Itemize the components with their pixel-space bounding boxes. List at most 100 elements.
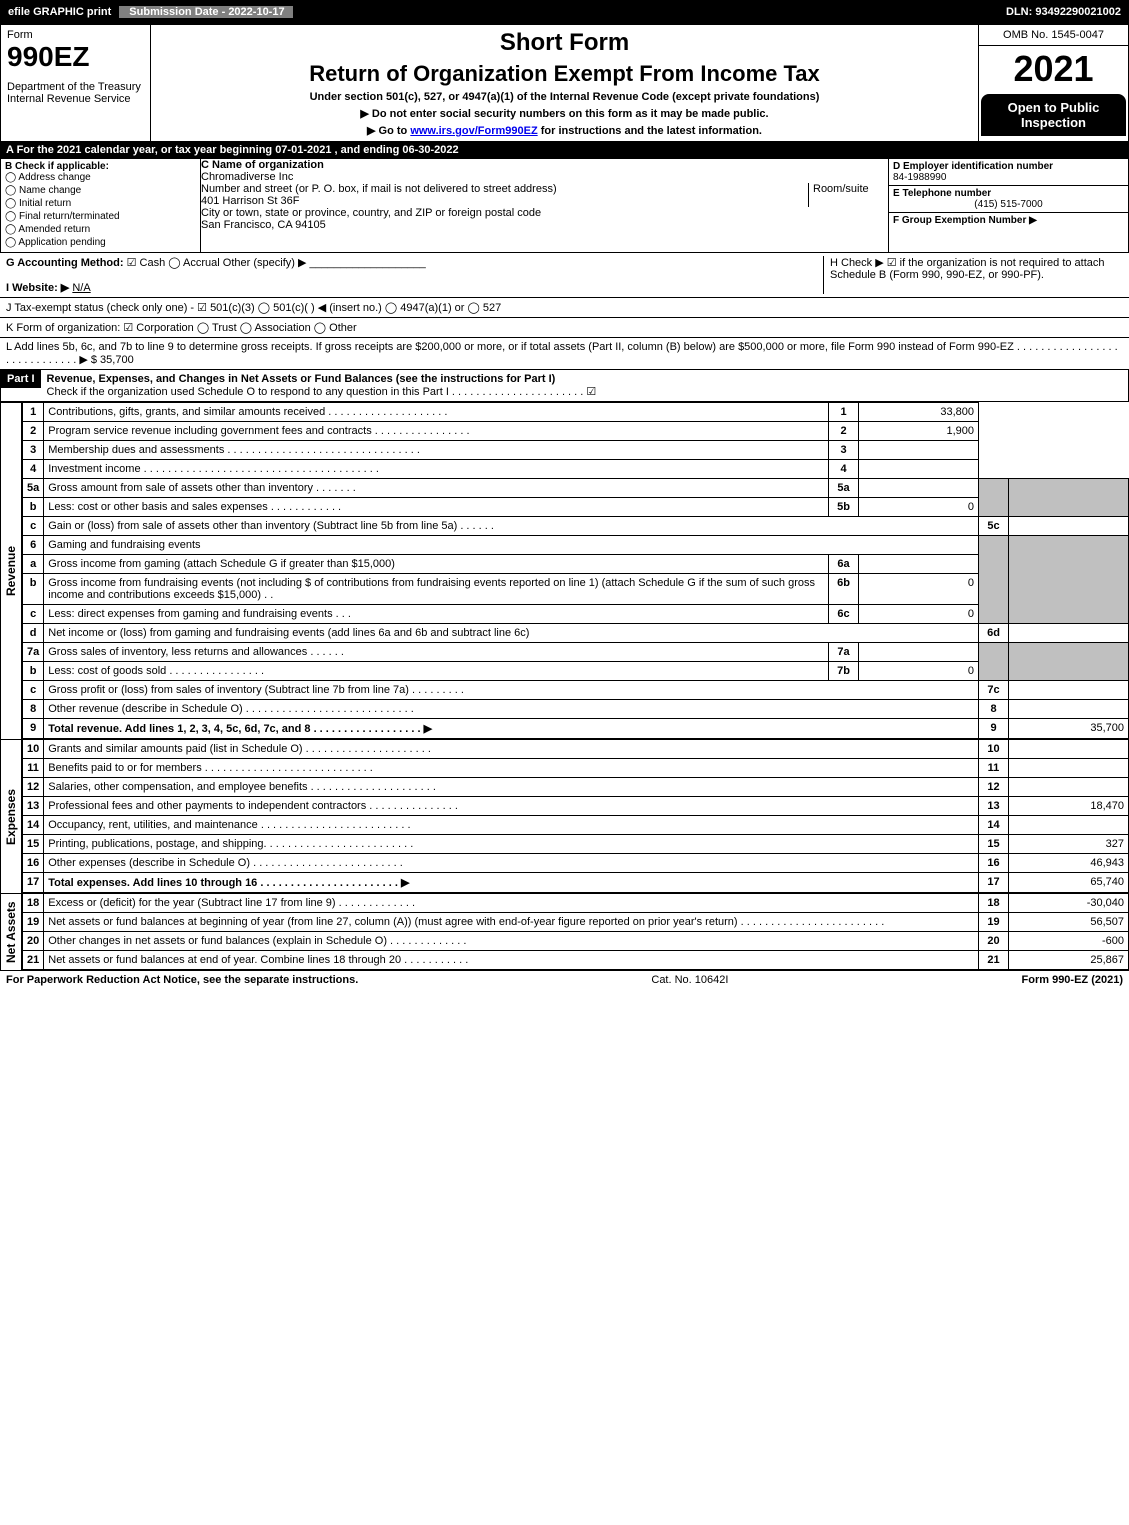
form-header: Form 990EZ Department of the Treasury In…: [0, 24, 1129, 142]
line-1: 1Contributions, gifts, grants, and simil…: [23, 403, 1129, 422]
website-value: N/A: [72, 282, 90, 294]
ein-label: D Employer identification number: [893, 161, 1124, 172]
line-5c: cGain or (loss) from sale of assets othe…: [23, 517, 1129, 536]
org-name-cell: C Name of organization Chromadiverse Inc: [201, 159, 888, 183]
website-label: I Website: ▶: [6, 282, 69, 294]
section-k: K Form of organization: ☑ Corporation ◯ …: [0, 318, 1129, 338]
city-cell: City or town, state or province, country…: [201, 207, 888, 231]
line-14: 14Occupancy, rent, utilities, and mainte…: [23, 816, 1129, 835]
section-b: B Check if applicable: ◯ Address change …: [1, 159, 201, 252]
goto-suffix: for instructions and the latest informat…: [541, 125, 762, 137]
section-g-h: G Accounting Method: ☑ Cash ◯ Accrual Ot…: [0, 253, 1129, 298]
omb-number: OMB No. 1545-0047: [979, 25, 1128, 46]
city-label: City or town, state or province, country…: [201, 207, 888, 219]
part-1-title: Revenue, Expenses, and Changes in Net As…: [47, 373, 556, 385]
line-5a: 5aGross amount from sale of assets other…: [23, 479, 1129, 498]
group-exemption-cell: F Group Exemption Number ▶: [889, 213, 1128, 228]
line-6c: cLess: direct expenses from gaming and f…: [23, 605, 1129, 624]
addr-cell: Number and street (or P. O. box, if mail…: [201, 183, 888, 207]
chk-other-method[interactable]: Other (specify) ▶ ___________________: [223, 257, 426, 269]
chk-initial-return[interactable]: ◯ Initial return: [5, 198, 196, 209]
line-8: 8Other revenue (describe in Schedule O) …: [23, 700, 1129, 719]
line-15: 15Printing, publications, postage, and s…: [23, 835, 1129, 854]
section-l: L Add lines 5b, 6c, and 7b to line 9 to …: [0, 338, 1129, 370]
part-1-badge: Part I: [1, 370, 41, 388]
line-7b: bLess: cost of goods sold . . . . . . . …: [23, 662, 1129, 681]
section-h: H Check ▶ ☑ if the organization is not r…: [823, 256, 1123, 294]
line-6b: bGross income from fundraising events (n…: [23, 574, 1129, 605]
line-21: 21Net assets or fund balances at end of …: [23, 951, 1129, 970]
chk-name-change[interactable]: ◯ Name change: [5, 185, 196, 196]
chk-address-change[interactable]: ◯ Address change: [5, 172, 196, 183]
top-bar: efile GRAPHIC print Submission Date - 20…: [0, 0, 1129, 24]
submission-date: Submission Date - 2022-10-17: [121, 6, 292, 18]
return-title: Return of Organization Exempt From Incom…: [155, 61, 974, 87]
line-17: 17Total expenses. Add lines 10 through 1…: [23, 873, 1129, 893]
footer-catalog: Cat. No. 10642I: [358, 974, 1021, 986]
section-a-tax-year: A For the 2021 calendar year, or tax yea…: [0, 142, 1129, 158]
dept-label: Department of the Treasury Internal Reve…: [7, 81, 144, 105]
group-exemption-label: F Group Exemption Number ▶: [893, 215, 1124, 226]
line-7c: cGross profit or (loss) from sales of in…: [23, 681, 1129, 700]
expenses-table: 10Grants and similar amounts paid (list …: [22, 739, 1129, 893]
chk-application-pending[interactable]: ◯ Application pending: [5, 237, 196, 248]
revenue-vlabel: Revenue: [0, 402, 22, 739]
revenue-section: Revenue 1Contributions, gifts, grants, a…: [0, 402, 1129, 739]
addr-label: Number and street (or P. O. box, if mail…: [201, 183, 808, 195]
tel-label: E Telephone number: [893, 188, 1124, 199]
room-suite-label: Room/suite: [808, 183, 888, 207]
chk-final-return[interactable]: ◯ Final return/terminated: [5, 211, 196, 222]
chk-accrual[interactable]: ◯ Accrual: [168, 257, 219, 269]
line-10: 10Grants and similar amounts paid (list …: [23, 740, 1129, 759]
efile-label[interactable]: efile GRAPHIC print: [0, 6, 121, 18]
city-value: San Francisco, CA 94105: [201, 219, 888, 231]
expenses-vlabel: Expenses: [0, 739, 22, 893]
netassets-table: 18Excess or (deficit) for the year (Subt…: [22, 893, 1129, 970]
section-d-e-f: D Employer identification number 84-1988…: [888, 159, 1128, 252]
under-section-note: Under section 501(c), 527, or 4947(a)(1)…: [155, 91, 974, 103]
chk-cash[interactable]: ☑ Cash: [127, 257, 166, 269]
open-public-badge: Open to Public Inspection: [981, 94, 1126, 136]
section-b-title: B Check if applicable:: [5, 161, 196, 172]
form-number: 990EZ: [7, 41, 144, 73]
info-block: B Check if applicable: ◯ Address change …: [0, 158, 1129, 253]
section-c: C Name of organization Chromadiverse Inc…: [201, 159, 888, 252]
irs-link[interactable]: www.irs.gov/Form990EZ: [410, 125, 537, 137]
line-18: 18Excess or (deficit) for the year (Subt…: [23, 894, 1129, 913]
goto-instruction: ▶ Go to www.irs.gov/Form990EZ for instru…: [155, 124, 974, 137]
line-9: 9Total revenue. Add lines 1, 2, 3, 4, 5c…: [23, 719, 1129, 739]
expenses-section: Expenses 10Grants and similar amounts pa…: [0, 739, 1129, 893]
section-j: J Tax-exempt status (check only one) - ☑…: [0, 298, 1129, 318]
line-6: 6Gaming and fundraising events: [23, 536, 1129, 555]
line-3: 3Membership dues and assessments . . . .…: [23, 441, 1129, 460]
revenue-table: 1Contributions, gifts, grants, and simil…: [22, 402, 1129, 739]
line-20: 20Other changes in net assets or fund ba…: [23, 932, 1129, 951]
line-19: 19Net assets or fund balances at beginni…: [23, 913, 1129, 932]
line-13: 13Professional fees and other payments t…: [23, 797, 1129, 816]
header-left: Form 990EZ Department of the Treasury In…: [1, 25, 151, 141]
tax-year: 2021: [979, 46, 1128, 92]
accounting-method-label: G Accounting Method:: [6, 257, 124, 269]
line-6d: dNet income or (loss) from gaming and fu…: [23, 624, 1129, 643]
line-6a: aGross income from gaming (attach Schedu…: [23, 555, 1129, 574]
tel-cell: E Telephone number (415) 515-7000: [889, 186, 1128, 213]
part-1-header: Part I Revenue, Expenses, and Changes in…: [0, 370, 1129, 402]
org-name-label: C Name of organization: [201, 159, 888, 171]
page-footer: For Paperwork Reduction Act Notice, see …: [0, 970, 1129, 989]
header-center: Short Form Return of Organization Exempt…: [151, 25, 978, 141]
dln-label: DLN: 93492290021002: [998, 6, 1129, 18]
ein-cell: D Employer identification number 84-1988…: [889, 159, 1128, 186]
netassets-vlabel: Net Assets: [0, 893, 22, 970]
ssn-warning: ▶ Do not enter social security numbers o…: [155, 107, 974, 120]
footer-left: For Paperwork Reduction Act Notice, see …: [6, 974, 358, 986]
tel-value: (415) 515-7000: [893, 199, 1124, 210]
line-16: 16Other expenses (describe in Schedule O…: [23, 854, 1129, 873]
line-12: 12Salaries, other compensation, and empl…: [23, 778, 1129, 797]
addr-value: 401 Harrison St 36F: [201, 195, 808, 207]
line-5b: bLess: cost or other basis and sales exp…: [23, 498, 1129, 517]
net-assets-section: Net Assets 18Excess or (deficit) for the…: [0, 893, 1129, 970]
short-form-title: Short Form: [155, 29, 974, 57]
goto-text: ▶ Go to: [367, 125, 410, 137]
chk-amended-return[interactable]: ◯ Amended return: [5, 224, 196, 235]
org-name: Chromadiverse Inc: [201, 171, 888, 183]
